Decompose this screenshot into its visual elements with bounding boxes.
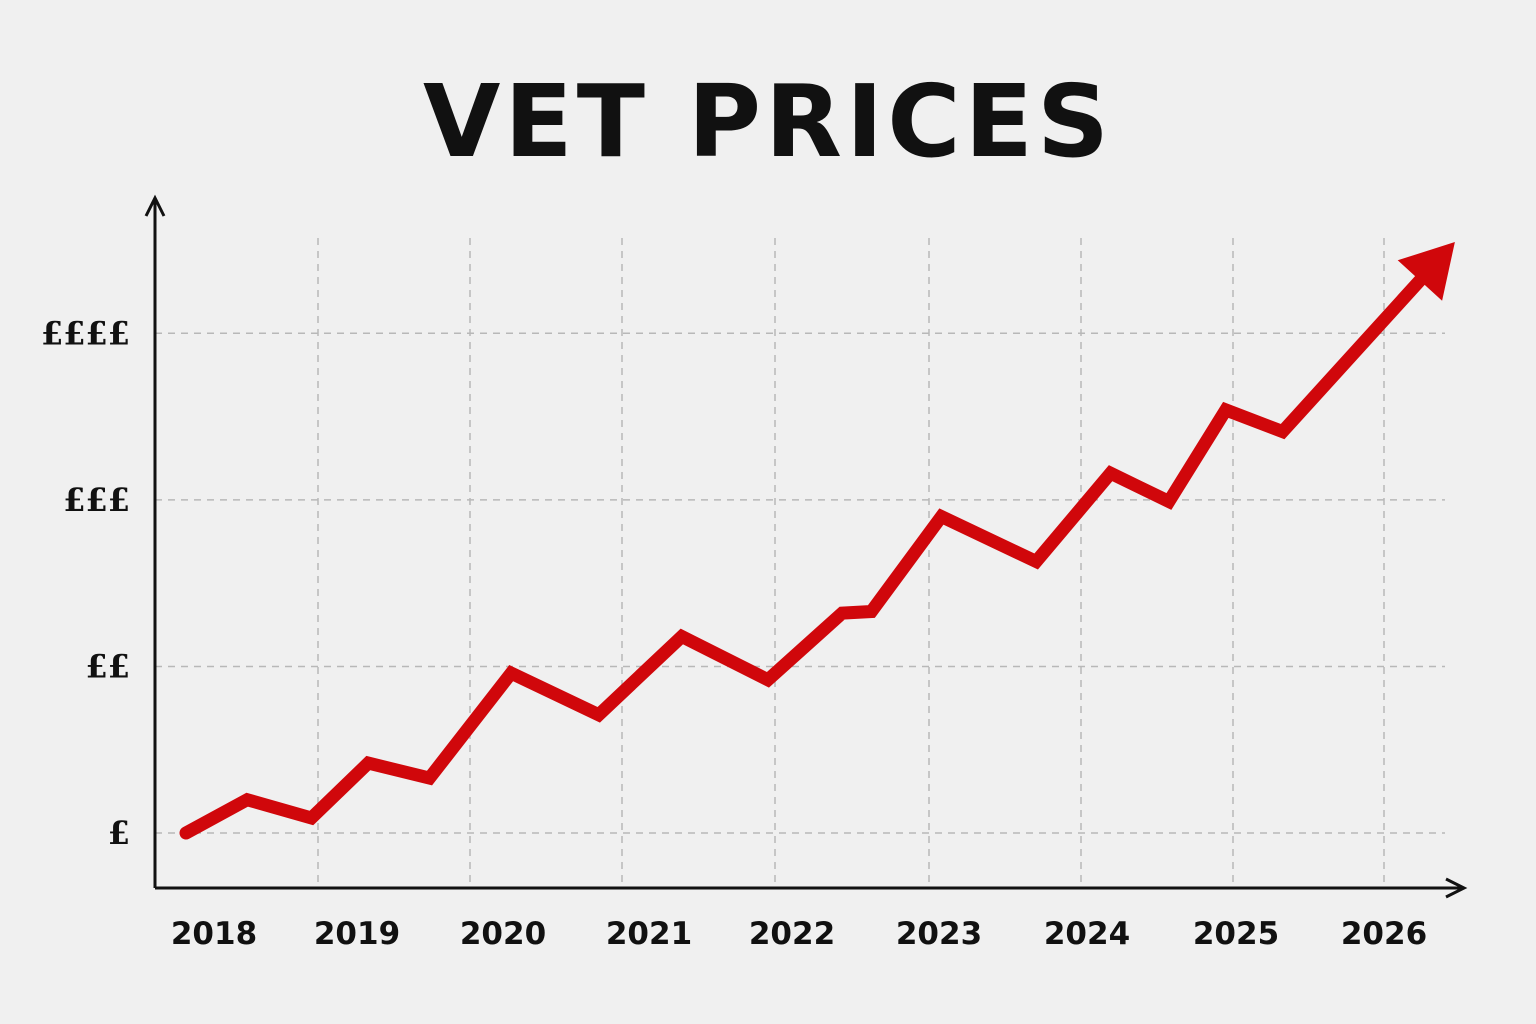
x-tick-label: 2019 [314, 916, 400, 952]
x-tick-label: 2025 [1193, 916, 1279, 952]
y-tick-label: £ [108, 814, 130, 852]
x-axis-ticks: 2018 2019 2020 2021 2022 2023 2024 2025 2026 [171, 916, 1427, 952]
x-tick-label: 2023 [896, 916, 982, 952]
series-line [179, 251, 1447, 840]
grid [155, 238, 1445, 888]
series-group [179, 242, 1455, 840]
y-tick-label: ££ [85, 647, 130, 685]
x-tick-label: 2021 [606, 916, 692, 952]
x-tick-label: 2026 [1341, 916, 1427, 952]
x-tick-label: 2018 [171, 916, 257, 952]
x-tick-label: 2022 [749, 916, 835, 952]
y-axis-arrowhead [144, 194, 166, 217]
y-tick-label: £££ [63, 481, 130, 519]
x-tick-label: 2020 [460, 916, 546, 952]
x-axis-arrowhead [1445, 877, 1468, 899]
axes [144, 194, 1468, 899]
chart-title: VET PRICES [423, 63, 1113, 180]
y-tick-label: ££££ [41, 314, 130, 352]
x-tick-label: 2024 [1044, 916, 1130, 952]
y-axis-ticks: ££££££££££ [41, 314, 130, 852]
trend-arrowhead [1397, 242, 1455, 301]
